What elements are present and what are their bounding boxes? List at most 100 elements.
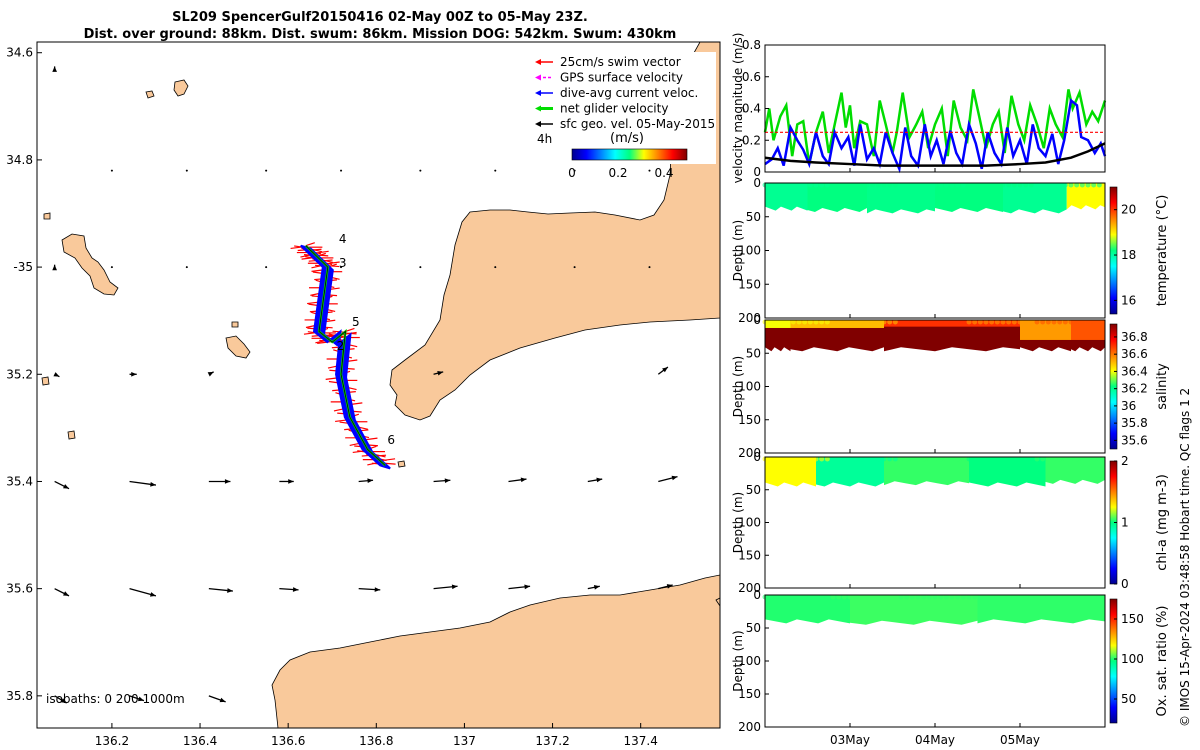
heatmap-sample-dot	[1028, 594, 1034, 600]
heatmap-sample-dot	[802, 594, 808, 600]
heatmap-sample-dot	[892, 456, 898, 462]
heatmap-segment	[935, 183, 1003, 213]
geo-vector-dot	[648, 169, 651, 172]
map-legend: 25cm/s swim vector GPS surface velocitydi…	[528, 52, 716, 180]
heatmap-sample-dot	[773, 319, 779, 325]
heatmap-sample-dot	[904, 319, 910, 325]
land-fleurieu-coast	[271, 574, 720, 728]
heatmap-sample-dot	[932, 456, 938, 462]
geo-vector	[657, 366, 669, 375]
heatmap-sample-dot	[875, 182, 881, 188]
heatmap-y-tick-label: 100	[738, 654, 761, 668]
land-wedge-island	[61, 233, 119, 296]
legend-colorbar-ticks: 0 0.2 0.4	[568, 166, 673, 180]
heatmap-segment	[1045, 457, 1105, 484]
heatmap-sample-dot	[1006, 456, 1012, 462]
heatmap-sample-dot	[790, 594, 796, 600]
heatmap-segment	[1003, 183, 1067, 214]
heatmap-sample-dot	[819, 319, 825, 325]
heatmap-sample-dot	[870, 319, 876, 325]
heatmap-sample-dot	[983, 182, 989, 188]
heatmap-sample-dot	[921, 319, 927, 325]
heatmap-sample-dot	[836, 456, 842, 462]
heatmap-sample-dot	[1051, 182, 1057, 188]
colorbar-tick-label: 16	[1121, 293, 1136, 307]
geo-vector-dot	[494, 169, 497, 172]
heatmap-segment	[816, 457, 884, 487]
heatmap-sample-dot	[853, 319, 859, 325]
heatmap-sample-dot	[841, 594, 847, 600]
colorbar-tick-label: 2	[1121, 454, 1129, 468]
heatmap-sample-dot	[1045, 594, 1051, 600]
heatmap-y-tick-label: 100	[738, 516, 761, 530]
map-y-tick-label: 35.4	[6, 474, 33, 488]
geo-vector	[433, 370, 444, 376]
geo-vector	[358, 478, 374, 484]
heatmap-sample-dot	[853, 182, 859, 188]
velocity-y-tick-label: 0.4	[742, 102, 761, 116]
legend-colorbar	[571, 148, 688, 161]
heatmap-sample-dot	[1091, 319, 1097, 325]
heatmap-sample-dot	[796, 456, 802, 462]
heatmap-sample-dot	[977, 456, 983, 462]
map-y-tick-label: 34.8	[6, 153, 33, 167]
colorbar-label: temperature (°C)	[1155, 195, 1170, 307]
heatmap-ylabel: Depth (m)	[731, 492, 745, 553]
heatmap-sample-dot	[932, 594, 938, 600]
legend-box	[528, 52, 716, 164]
track-marker-label: 6	[387, 433, 395, 447]
geo-vector-dot	[494, 266, 497, 269]
colorbar-tick-label: 100	[1121, 652, 1144, 666]
heatmap-sample-dot	[921, 456, 927, 462]
heatmap-sample-dot	[768, 182, 774, 188]
heatmap-sample-dot	[807, 182, 813, 188]
heatmap-sample-dot	[1057, 182, 1063, 188]
heatmap-sample-dot	[1011, 456, 1017, 462]
heatmap-sample-dot	[870, 594, 876, 600]
heatmap-sample-dot	[960, 456, 966, 462]
heatmap-sample-dot	[1017, 456, 1023, 462]
heatmap-sample-dot	[1096, 594, 1102, 600]
heatmap-sample-dot	[1091, 594, 1097, 600]
map-y-tick-label: 35.2	[6, 367, 33, 381]
heatmap-y-tick-label: 50	[746, 483, 761, 497]
heatmap-y-tick-label: 150	[738, 548, 761, 562]
heatmap-sample-dot	[960, 319, 966, 325]
legend-item-label: dive-avg current veloc.	[560, 86, 698, 100]
geo-vector	[52, 264, 57, 271]
heatmap-sample-dot	[1091, 456, 1097, 462]
heatmap-sample-dot	[807, 456, 813, 462]
heatmap-sample-dot	[1062, 319, 1068, 325]
heatmap-sample-dot	[1096, 456, 1102, 462]
heatmap-sample-dot	[1045, 319, 1051, 325]
track-marker-label: 4	[339, 232, 347, 246]
heatmap-sample-dot	[955, 456, 961, 462]
heatmap-sample-dot	[779, 594, 785, 600]
legend-item-label: sfc geo. vel. 05-May-2015	[560, 117, 715, 131]
heatmap-y-tick-label: 200	[738, 581, 761, 595]
geo-vector	[53, 372, 60, 378]
geo-vector	[587, 585, 600, 590]
geo-vector	[279, 587, 299, 592]
heatmap-sample-dot	[1062, 594, 1068, 600]
time-x-tick-label: 05May	[1000, 733, 1040, 747]
geo-vector	[433, 478, 451, 483]
heatmap-sample-dot	[773, 456, 779, 462]
heatmap-sample-dot	[1045, 182, 1051, 188]
colorbar-label: Ox. sat. ratio (%)	[1155, 606, 1170, 717]
geo-vector-dot	[110, 169, 113, 172]
heatmap-sample-dot	[1068, 182, 1074, 188]
legend-item: sfc geo. vel. 05-May-2015	[535, 117, 715, 131]
heatmap-sample-dot	[966, 594, 972, 600]
heatmap-sample-dot	[1023, 319, 1029, 325]
heatmap-sample-dot	[1011, 594, 1017, 600]
velocity-series-line	[764, 142, 1106, 167]
heatmap-sample-dot	[858, 594, 864, 600]
heatmap-y-tick-label: 0	[753, 450, 761, 464]
heatmap-panel: 0 50 100 150 200 Depth (m) 35.6 35.8 36 36.2 36.4 3…	[731, 313, 1170, 460]
heatmap-sample-dot	[824, 182, 830, 188]
heatmap-segment	[765, 457, 816, 487]
heatmap-sample-dot	[1074, 182, 1080, 188]
heatmap-sample-dot	[1017, 182, 1023, 188]
